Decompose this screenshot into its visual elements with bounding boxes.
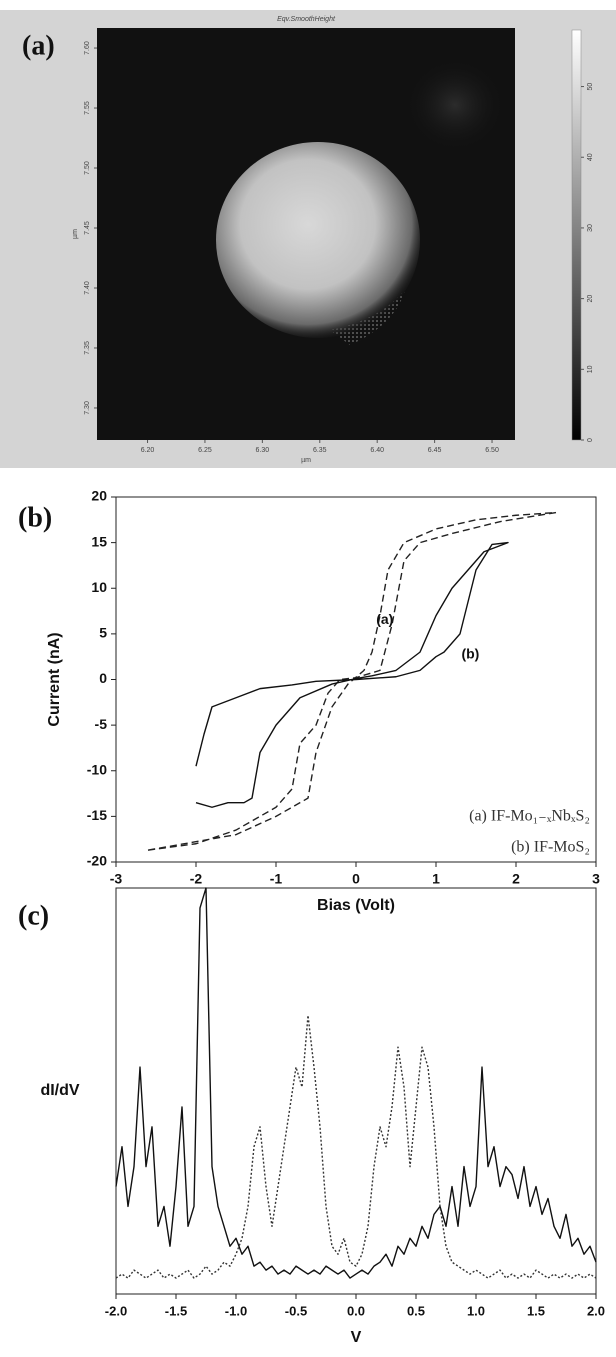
x-tick-label: 6.30: [256, 447, 270, 454]
x-tick-label: 2: [512, 871, 520, 887]
colorbar-tick-label: 40: [587, 153, 594, 161]
x-tick-label: 6.35: [313, 447, 327, 454]
colorbar-tick-label: 0: [587, 438, 594, 442]
panel-label: (b): [18, 502, 52, 533]
y-axis-label: dI/dV: [40, 1082, 79, 1099]
x-tick-label: 0.5: [407, 1303, 425, 1318]
x-tick-label: -1.0: [225, 1303, 247, 1318]
y-axis-label: µm: [72, 229, 79, 239]
y-tick-label: 7.35: [84, 341, 91, 355]
legend-label: (b) IF-MoS₂: [511, 839, 590, 856]
y-tick-label: 10: [91, 579, 107, 595]
x-tick-label: 6.40: [370, 447, 384, 454]
x-tick-label: 6.45: [428, 447, 442, 454]
y-tick-label: 5: [99, 625, 107, 641]
colorbar-tick-label: 20: [587, 295, 594, 303]
small-particle: [407, 60, 503, 150]
x-tick-label: 1.5: [527, 1303, 545, 1318]
particle: [216, 142, 420, 338]
y-tick-label: -15: [87, 807, 107, 823]
x-tick-label: 2.0: [587, 1303, 605, 1318]
x-axis-label: Bias (Volt): [317, 897, 395, 914]
plot-frame: [115, 887, 597, 1295]
x-axis-label: V: [351, 1329, 362, 1346]
colorbar-tick-label: 50: [587, 83, 594, 91]
x-tick-label: 6.25: [198, 447, 212, 454]
y-tick-label: 7.55: [84, 101, 91, 115]
x-tick-label: 1: [432, 871, 440, 887]
x-tick-label: -2.0: [105, 1303, 127, 1318]
y-tick-label: 7.45: [84, 221, 91, 235]
x-axis-label: µm: [301, 457, 311, 464]
y-axis-label: Current (nA): [46, 632, 63, 726]
y-tick-label: 20: [91, 488, 107, 504]
y-tick-label: -20: [87, 853, 107, 869]
panel-label: (a): [22, 30, 55, 61]
x-tick-label: -0.5: [285, 1303, 307, 1318]
x-tick-label: 0.0: [347, 1303, 365, 1318]
legend-label: (a) IF-Mo₁₋ₓNbₓS₂: [469, 808, 590, 825]
series-line: [147, 511, 557, 851]
y-tick-label: -5: [95, 716, 108, 732]
annotation: (b): [461, 646, 479, 662]
series-line: [115, 887, 597, 1279]
x-tick-label: -1: [270, 871, 283, 887]
y-tick-label: -10: [87, 761, 107, 777]
annotation: (a): [376, 611, 393, 627]
y-tick-label: 7.50: [84, 161, 91, 175]
x-tick-label: -3: [110, 871, 123, 887]
colorbar: [571, 29, 582, 441]
x-tick-label: 6.50: [485, 447, 499, 454]
y-tick-label: 7.40: [84, 281, 91, 295]
x-tick-label: -1.5: [165, 1303, 187, 1318]
series-line: [195, 541, 509, 808]
colorbar-tick-label: 10: [587, 365, 594, 373]
y-tick-label: 7.30: [84, 401, 91, 415]
y-tick-label: 7.60: [84, 41, 91, 55]
colorbar-tick-label: 30: [587, 224, 594, 232]
x-tick-label: 6.20: [141, 447, 155, 454]
series-line: [115, 1014, 597, 1279]
y-tick-label: 0: [99, 670, 107, 686]
x-tick-label: -2: [190, 871, 203, 887]
x-tick-label: 1.0: [467, 1303, 485, 1318]
panel-label: (c): [18, 900, 49, 931]
y-tick-label: 15: [91, 533, 107, 549]
x-tick-label: 0: [352, 871, 360, 887]
image-title: Eqv.SmoothHeight: [277, 16, 336, 23]
x-tick-label: 3: [592, 871, 600, 887]
